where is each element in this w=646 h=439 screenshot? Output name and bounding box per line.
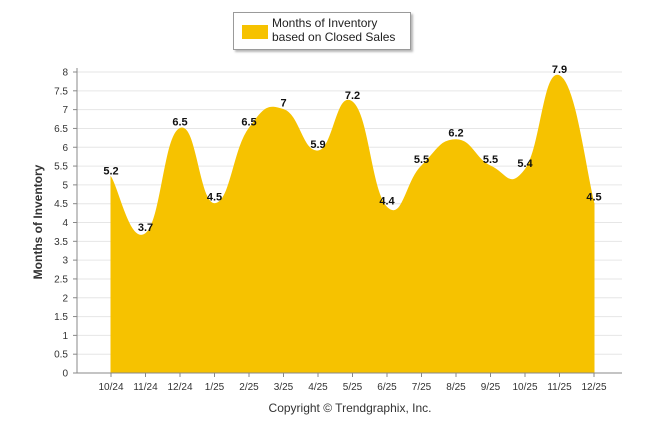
data-label: 5.4 bbox=[517, 158, 533, 170]
y-tick-label: 3 bbox=[62, 256, 68, 267]
x-tick-label: 7/25 bbox=[412, 382, 432, 393]
legend: Months of Inventory based on Closed Sale… bbox=[233, 12, 411, 50]
x-tick-label: 3/25 bbox=[274, 382, 294, 393]
data-label: 7.9 bbox=[552, 64, 567, 76]
data-label: 4.5 bbox=[586, 192, 601, 204]
y-tick-label: 6 bbox=[62, 143, 68, 154]
copyright-text: Copyright © Trendgraphix, Inc. bbox=[0, 401, 646, 415]
data-label: 4.5 bbox=[207, 192, 222, 204]
y-tick-label: 2 bbox=[62, 293, 68, 304]
y-tick-label: 7 bbox=[62, 105, 68, 116]
y-tick-label: 5 bbox=[62, 180, 68, 191]
y-tick-label: 6.5 bbox=[54, 124, 68, 135]
data-label: 4.4 bbox=[379, 195, 395, 207]
y-axis-title: Months of Inventory bbox=[31, 164, 45, 279]
data-label: 5.5 bbox=[483, 154, 498, 166]
y-tick-label: 7.5 bbox=[54, 86, 68, 97]
x-tick-label: 10/25 bbox=[512, 382, 537, 393]
data-label: 6.5 bbox=[172, 116, 187, 128]
x-tick-label: 4/25 bbox=[308, 382, 328, 393]
data-label: 6.5 bbox=[241, 116, 256, 128]
legend-swatch bbox=[242, 25, 268, 39]
y-tick-label: 3.5 bbox=[54, 237, 68, 248]
x-tick-label: 11/25 bbox=[547, 382, 572, 393]
data-label: 7.2 bbox=[345, 90, 360, 102]
x-tick-label: 12/25 bbox=[581, 382, 606, 393]
data-label: 5.2 bbox=[103, 165, 118, 177]
x-tick-label: 1/25 bbox=[205, 382, 225, 393]
x-tick-label: 6/25 bbox=[377, 382, 397, 393]
x-tick-label: 12/24 bbox=[167, 382, 192, 393]
y-tick-label: 8 bbox=[62, 68, 68, 79]
x-tick-label: 2/25 bbox=[239, 382, 259, 393]
y-tick-label: 0 bbox=[62, 369, 68, 380]
y-tick-label: 1 bbox=[62, 331, 68, 342]
data-label: 3.7 bbox=[138, 222, 153, 234]
y-tick-label: 5.5 bbox=[54, 162, 68, 173]
x-tick-label: 10/24 bbox=[98, 382, 123, 393]
x-tick-label: 8/25 bbox=[446, 382, 466, 393]
x-tick-label: 5/25 bbox=[343, 382, 363, 393]
data-label: 5.5 bbox=[414, 154, 429, 166]
x-tick-label: 9/25 bbox=[481, 382, 501, 393]
x-tick-label: 11/24 bbox=[133, 382, 158, 393]
y-tick-label: 4.5 bbox=[54, 199, 68, 210]
data-label: 6.2 bbox=[448, 128, 463, 140]
legend-label: Months of Inventory based on Closed Sale… bbox=[272, 16, 408, 44]
y-tick-label: 2.5 bbox=[54, 274, 68, 285]
y-tick-label: 1.5 bbox=[54, 312, 68, 323]
data-label: 7 bbox=[280, 98, 286, 110]
y-tick-label: 4 bbox=[62, 218, 68, 229]
y-tick-label: 0.5 bbox=[54, 350, 68, 361]
data-label: 5.9 bbox=[310, 139, 325, 151]
